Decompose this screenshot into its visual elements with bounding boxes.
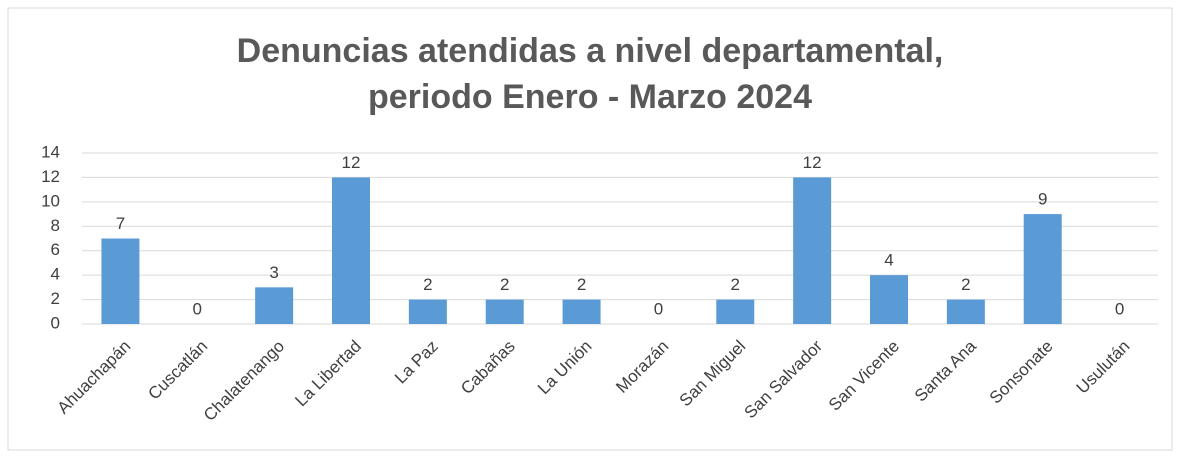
- y-tick-label: 12: [41, 167, 60, 186]
- y-tick-label: 2: [51, 289, 60, 308]
- x-tick-label: San Salvador: [741, 336, 827, 422]
- bar: [485, 299, 524, 324]
- x-tick-label: Usulután: [1073, 337, 1134, 398]
- data-label: 0: [1115, 299, 1124, 318]
- x-tick-label: Chalatenango: [200, 337, 288, 425]
- bar: [562, 299, 601, 324]
- data-label: 2: [500, 275, 509, 294]
- data-label: 2: [961, 275, 970, 294]
- bar: [1023, 214, 1062, 324]
- data-label: 0: [193, 299, 202, 318]
- bar: [255, 287, 294, 324]
- x-tick-label: San Miguel: [676, 337, 750, 411]
- bar: [332, 177, 370, 324]
- bar: [870, 275, 908, 324]
- x-tick-label: Cabañas: [457, 337, 519, 399]
- x-tick-label: Ahuachapán: [53, 337, 134, 418]
- data-label: 12: [803, 153, 822, 172]
- bar: [793, 177, 832, 324]
- data-label: 0: [654, 299, 663, 318]
- y-tick-label: 0: [51, 313, 60, 332]
- x-tick-label: San Vicente: [825, 337, 903, 415]
- chart-border: [7, 7, 1173, 451]
- data-label: 4: [884, 251, 893, 270]
- data-label: 7: [116, 214, 125, 233]
- x-tick-label: La Libertad: [291, 337, 365, 411]
- x-tick-label: Cuscatlán: [144, 337, 211, 404]
- x-tick-label: Morazán: [612, 337, 672, 397]
- bar: [946, 299, 985, 324]
- data-label: 9: [1038, 190, 1047, 209]
- data-label: 2: [577, 275, 586, 294]
- y-tick-label: 14: [41, 142, 60, 161]
- bar: [101, 238, 140, 324]
- y-tick-label: 6: [51, 240, 60, 259]
- bar: [408, 299, 447, 324]
- x-tick-label: Santa Ana: [911, 336, 980, 405]
- x-tick-label: La Paz: [391, 337, 442, 388]
- x-tick-label: Sonsonate: [986, 337, 1057, 408]
- x-tick-label: La Unión: [534, 337, 596, 399]
- y-tick-label: 10: [41, 191, 60, 210]
- data-label: 2: [423, 275, 432, 294]
- data-label: 12: [342, 153, 361, 172]
- bar: [716, 299, 755, 324]
- y-tick-label: 4: [51, 265, 60, 284]
- data-label: 2: [731, 275, 740, 294]
- chart-title: Denuncias atendidas a nivel departamenta…: [236, 32, 944, 116]
- y-tick-label: 8: [51, 216, 60, 235]
- data-label: 3: [269, 263, 278, 282]
